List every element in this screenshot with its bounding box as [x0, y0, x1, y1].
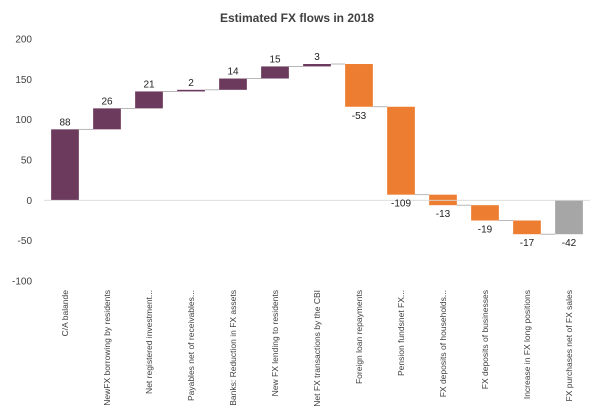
bar — [51, 129, 79, 201]
bar — [471, 205, 499, 221]
data-label: 3 — [314, 52, 320, 63]
x-category-label: FX deposits of businesses — [480, 290, 490, 389]
connector-lines — [78, 63, 556, 235]
y-tick-label: 50 — [21, 156, 33, 167]
x-category-label: Increase in FX long positions — [522, 290, 532, 399]
data-label: 14 — [227, 67, 239, 78]
data-label: -109 — [391, 199, 411, 210]
x-category-label: Pension fundsnet FX... — [396, 290, 406, 376]
x-category-label: New FX lending to residents — [270, 290, 280, 396]
bar — [345, 64, 373, 107]
x-category-label: Banks: Reduction in FX assets — [228, 290, 238, 406]
x-category-label: Payables net of receivables... — [186, 290, 196, 401]
bars — [51, 64, 583, 235]
x-axis-labels: C/A balande NewFX borrowing by residents N… — [60, 290, 574, 407]
bar — [555, 200, 583, 235]
data-label: 15 — [269, 54, 281, 65]
bar — [93, 108, 121, 130]
x-category-label: Net registered investment... — [144, 290, 154, 394]
data-labels: 88 26 21 2 14 15 3 -53 -109 -13 -19 -17 -42 — [59, 52, 576, 249]
x-category-label: FX deposits of households... — [438, 290, 448, 397]
x-category-label: C/A balande — [60, 290, 70, 337]
bar — [303, 64, 331, 67]
data-label: -17 — [520, 238, 535, 249]
y-axis: -100 -50 0 50 100 150 200 — [12, 35, 32, 288]
y-tick-label: 150 — [15, 75, 32, 86]
x-category-label: NewFX borrowing by residents — [102, 290, 112, 406]
data-label: 88 — [59, 117, 71, 128]
y-tick-label: -100 — [12, 277, 32, 288]
bar — [429, 194, 457, 206]
bar — [135, 91, 163, 109]
bar — [513, 220, 541, 235]
y-tick-label: 0 — [26, 196, 32, 207]
x-category-label: Net FX transactions by the CBI — [312, 290, 322, 407]
x-category-label: FX purchases net of FX sales — [564, 290, 574, 402]
data-label: -53 — [352, 111, 367, 122]
data-label: 26 — [101, 96, 113, 107]
bar — [387, 106, 415, 195]
y-tick-label: 200 — [15, 35, 32, 46]
bar — [177, 89, 205, 92]
data-label: -13 — [436, 209, 451, 220]
data-label: -42 — [562, 238, 577, 249]
y-tick-label: -50 — [18, 236, 33, 247]
bar — [219, 78, 247, 90]
data-label: 2 — [188, 78, 194, 89]
bar — [261, 66, 289, 79]
y-tick-label: 100 — [15, 115, 32, 126]
data-label: 21 — [143, 79, 155, 90]
x-category-label: Foreign loan repayments — [354, 290, 364, 384]
data-label: -19 — [478, 225, 493, 236]
chart-title: Estimated FX flows in 2018 — [220, 11, 374, 25]
